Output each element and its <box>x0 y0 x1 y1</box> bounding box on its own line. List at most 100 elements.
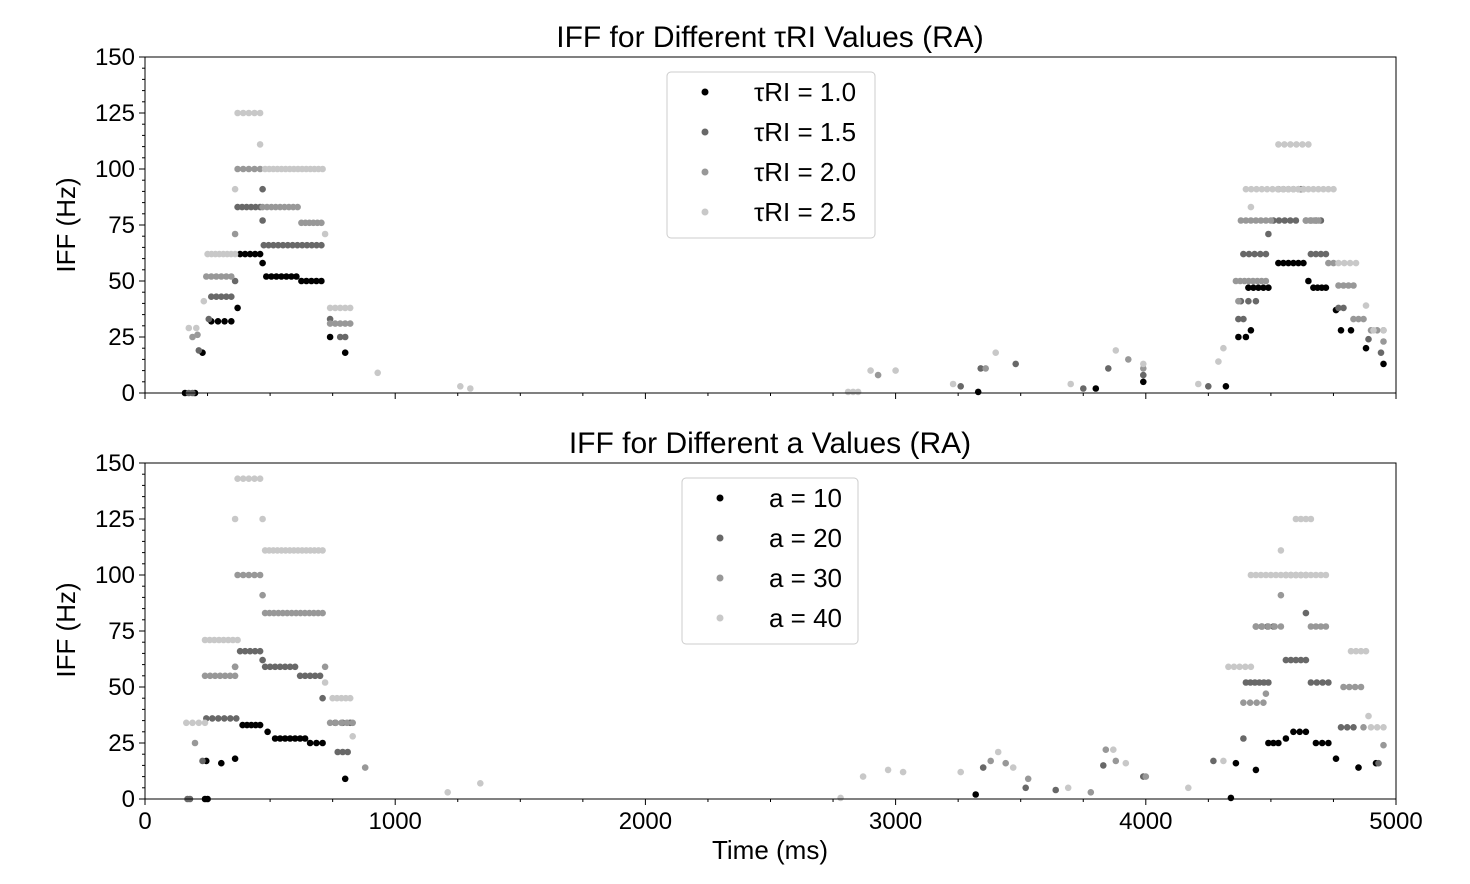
data-point <box>1215 358 1222 365</box>
data-point <box>1140 378 1147 386</box>
data-point <box>1362 647 1370 655</box>
legend-marker <box>701 128 709 136</box>
data-point <box>341 349 349 357</box>
data-point <box>213 273 220 280</box>
data-point <box>874 371 882 379</box>
y-tick-label: 150 <box>95 44 135 71</box>
data-point <box>1205 383 1212 390</box>
data-point <box>1322 623 1330 630</box>
legend: τRI = 1.0 τRI = 1.5 τRI = 2.0 τRI = 2.5 <box>666 71 876 239</box>
data-point <box>223 273 230 280</box>
data-point <box>341 775 349 783</box>
data-point <box>214 318 222 325</box>
data-point <box>444 789 452 796</box>
data-point <box>256 721 264 729</box>
data-point <box>1222 383 1230 390</box>
data-point <box>1024 775 1032 783</box>
data-point <box>303 277 310 285</box>
data-point <box>308 277 315 285</box>
data-point <box>228 273 235 280</box>
data-point <box>259 591 266 599</box>
y-tick-label: 75 <box>108 212 135 239</box>
data-point <box>318 219 325 227</box>
data-point <box>1307 250 1315 258</box>
data-point <box>223 293 230 301</box>
data-point <box>1277 571 1285 579</box>
data-point <box>1260 699 1267 706</box>
data-point <box>1262 250 1270 258</box>
data-point <box>239 475 247 483</box>
data-point <box>286 663 294 671</box>
data-point <box>1362 302 1370 309</box>
axis-ticks: 0 1000 2000 3000 4000 5000 0 25 50 75 100 125 150 <box>95 450 1423 835</box>
data-point <box>1346 683 1353 691</box>
data-point <box>1269 185 1276 193</box>
data-point <box>1335 282 1342 289</box>
data-point <box>338 719 345 727</box>
data-point <box>231 277 239 285</box>
data-point <box>294 203 301 211</box>
data-point <box>1252 766 1260 774</box>
y-tick-label: 50 <box>108 674 135 701</box>
data-point <box>319 694 326 702</box>
data-point <box>211 636 218 644</box>
legend-marker <box>716 534 724 542</box>
data-point <box>183 719 190 727</box>
data-point <box>1377 349 1385 357</box>
data-point <box>256 571 264 579</box>
data-point <box>374 369 382 377</box>
data-point <box>1242 663 1249 671</box>
data-point <box>1092 385 1100 392</box>
data-point <box>234 109 241 117</box>
data-point <box>1340 304 1347 312</box>
legend-marker <box>701 208 709 216</box>
data-point <box>1312 571 1320 579</box>
data-point <box>1318 739 1326 747</box>
data-point <box>239 571 247 579</box>
data-point <box>1335 304 1342 312</box>
data-point <box>298 241 306 249</box>
data-point <box>1312 623 1320 630</box>
data-point <box>256 475 264 483</box>
data-point <box>1247 203 1255 211</box>
data-point <box>1274 185 1282 193</box>
data-point <box>1122 759 1130 767</box>
data-point <box>1087 789 1095 796</box>
data-point <box>1380 741 1387 749</box>
data-point <box>957 383 964 390</box>
data-point <box>191 739 199 747</box>
y-tick-label: 100 <box>95 562 135 589</box>
data-point <box>289 241 296 249</box>
data-point <box>1102 746 1110 753</box>
data-point <box>241 250 249 258</box>
data-point <box>271 663 279 671</box>
data-point <box>1287 656 1295 664</box>
data-point <box>218 293 225 301</box>
data-point <box>195 347 203 354</box>
data-point <box>457 383 464 390</box>
data-point <box>326 304 334 312</box>
data-point <box>326 333 334 341</box>
data-point <box>346 694 354 702</box>
data-point <box>859 773 867 780</box>
data-point <box>1210 757 1217 765</box>
data-point <box>1325 185 1332 193</box>
data-point <box>265 241 272 249</box>
data-point <box>1302 656 1310 664</box>
data-point <box>1253 185 1260 193</box>
data-point <box>1258 623 1266 630</box>
data-point <box>1280 259 1287 267</box>
data-point <box>259 259 266 267</box>
data-point <box>281 663 289 671</box>
data-point <box>185 324 193 332</box>
data-point <box>341 333 349 341</box>
legend-label: a = 20 <box>769 523 842 553</box>
data-point <box>234 165 241 173</box>
data-point <box>1297 571 1305 579</box>
data-point <box>1022 784 1029 792</box>
data-point <box>1307 679 1315 686</box>
data-point <box>1292 656 1300 664</box>
chart-title: IFF for Different τRI Values (RA) <box>556 21 984 54</box>
data-point <box>1302 515 1310 523</box>
data-point <box>1296 728 1303 736</box>
